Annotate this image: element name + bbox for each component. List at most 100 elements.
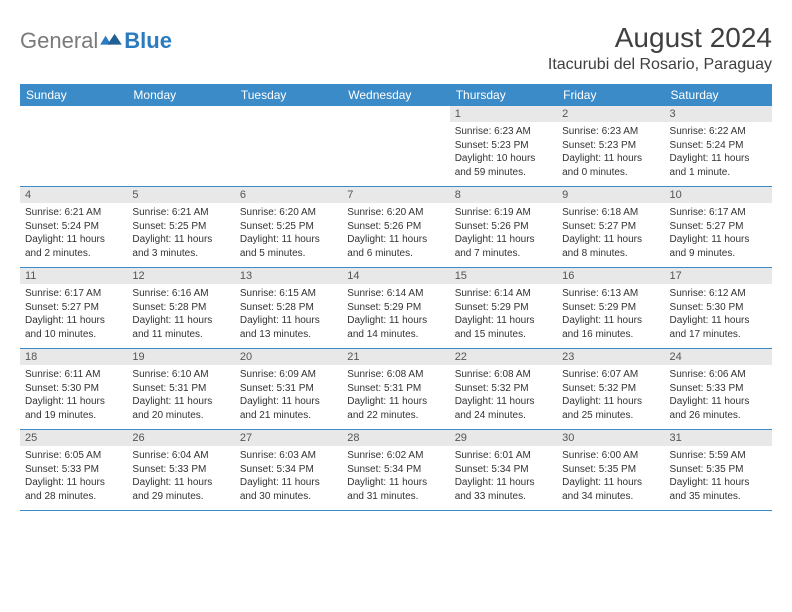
day-info: Sunrise: 6:19 AMSunset: 5:26 PMDaylight:… (450, 203, 557, 263)
sunrise-line: Sunrise: 6:23 AM (455, 125, 552, 139)
day-info: Sunrise: 6:21 AMSunset: 5:25 PMDaylight:… (127, 203, 234, 263)
daylight-line: Daylight: 11 hours and 22 minutes. (347, 395, 444, 422)
daylight-line: Daylight: 11 hours and 26 minutes. (670, 395, 767, 422)
daylight-line: Daylight: 11 hours and 25 minutes. (562, 395, 659, 422)
day-info: Sunrise: 5:59 AMSunset: 5:35 PMDaylight:… (665, 446, 772, 506)
day-info: Sunrise: 6:02 AMSunset: 5:34 PMDaylight:… (342, 446, 449, 506)
calendar-body: 1Sunrise: 6:23 AMSunset: 5:23 PMDaylight… (20, 106, 772, 511)
sunset-line: Sunset: 5:29 PM (455, 301, 552, 315)
day-cell (127, 106, 234, 186)
day-cell (20, 106, 127, 186)
day-number: 28 (342, 430, 449, 446)
month-title: August 2024 (548, 22, 772, 54)
day-cell: 30Sunrise: 6:00 AMSunset: 5:35 PMDayligh… (557, 430, 664, 510)
sunrise-line: Sunrise: 6:20 AM (240, 206, 337, 220)
calendar-week: 1Sunrise: 6:23 AMSunset: 5:23 PMDaylight… (20, 106, 772, 187)
day-number: 7 (342, 187, 449, 203)
day-cell: 3Sunrise: 6:22 AMSunset: 5:24 PMDaylight… (665, 106, 772, 186)
sunrise-line: Sunrise: 6:02 AM (347, 449, 444, 463)
day-cell: 27Sunrise: 6:03 AMSunset: 5:34 PMDayligh… (235, 430, 342, 510)
logo-text-b: Blue (124, 28, 172, 54)
daylight-line: Daylight: 11 hours and 0 minutes. (562, 152, 659, 179)
day-info: Sunrise: 6:20 AMSunset: 5:26 PMDaylight:… (342, 203, 449, 263)
day-number: 9 (557, 187, 664, 203)
sunset-line: Sunset: 5:25 PM (240, 220, 337, 234)
daylight-line: Daylight: 11 hours and 2 minutes. (25, 233, 122, 260)
weekday-header: Wednesday (342, 84, 449, 106)
sunset-line: Sunset: 5:28 PM (240, 301, 337, 315)
day-cell: 15Sunrise: 6:14 AMSunset: 5:29 PMDayligh… (450, 268, 557, 348)
sunrise-line: Sunrise: 6:19 AM (455, 206, 552, 220)
day-number: 27 (235, 430, 342, 446)
daylight-line: Daylight: 11 hours and 34 minutes. (562, 476, 659, 503)
sunrise-line: Sunrise: 6:05 AM (25, 449, 122, 463)
daylight-line: Daylight: 11 hours and 35 minutes. (670, 476, 767, 503)
day-number: 4 (20, 187, 127, 203)
location: Itacurubi del Rosario, Paraguay (548, 56, 772, 74)
daylight-line: Daylight: 11 hours and 15 minutes. (455, 314, 552, 341)
day-info: Sunrise: 6:12 AMSunset: 5:30 PMDaylight:… (665, 284, 772, 344)
day-number: 30 (557, 430, 664, 446)
daylight-line: Daylight: 11 hours and 17 minutes. (670, 314, 767, 341)
day-number: 11 (20, 268, 127, 284)
weekday-header: Friday (557, 84, 664, 106)
sunrise-line: Sunrise: 6:15 AM (240, 287, 337, 301)
daylight-line: Daylight: 11 hours and 3 minutes. (132, 233, 229, 260)
day-number: 24 (665, 349, 772, 365)
sunrise-line: Sunrise: 6:18 AM (562, 206, 659, 220)
sunrise-line: Sunrise: 5:59 AM (670, 449, 767, 463)
daylight-line: Daylight: 11 hours and 28 minutes. (25, 476, 122, 503)
day-info: Sunrise: 6:14 AMSunset: 5:29 PMDaylight:… (450, 284, 557, 344)
day-number: 15 (450, 268, 557, 284)
weekday-header: Monday (127, 84, 234, 106)
day-cell: 20Sunrise: 6:09 AMSunset: 5:31 PMDayligh… (235, 349, 342, 429)
daylight-line: Daylight: 11 hours and 33 minutes. (455, 476, 552, 503)
daylight-line: Daylight: 11 hours and 20 minutes. (132, 395, 229, 422)
sunset-line: Sunset: 5:35 PM (562, 463, 659, 477)
daylight-line: Daylight: 11 hours and 29 minutes. (132, 476, 229, 503)
daylight-line: Daylight: 10 hours and 59 minutes. (455, 152, 552, 179)
day-cell: 23Sunrise: 6:07 AMSunset: 5:32 PMDayligh… (557, 349, 664, 429)
empty-day (20, 106, 127, 122)
day-cell: 26Sunrise: 6:04 AMSunset: 5:33 PMDayligh… (127, 430, 234, 510)
day-cell: 10Sunrise: 6:17 AMSunset: 5:27 PMDayligh… (665, 187, 772, 267)
sunset-line: Sunset: 5:33 PM (670, 382, 767, 396)
day-info: Sunrise: 6:23 AMSunset: 5:23 PMDaylight:… (450, 122, 557, 182)
day-info: Sunrise: 6:07 AMSunset: 5:32 PMDaylight:… (557, 365, 664, 425)
sunset-line: Sunset: 5:32 PM (562, 382, 659, 396)
day-info: Sunrise: 6:23 AMSunset: 5:23 PMDaylight:… (557, 122, 664, 182)
logo-flag-icon (100, 32, 122, 50)
weekday-header-row: SundayMondayTuesdayWednesdayThursdayFrid… (20, 84, 772, 106)
day-number: 12 (127, 268, 234, 284)
day-number: 23 (557, 349, 664, 365)
day-number: 2 (557, 106, 664, 122)
day-info: Sunrise: 6:16 AMSunset: 5:28 PMDaylight:… (127, 284, 234, 344)
day-number: 5 (127, 187, 234, 203)
day-number: 14 (342, 268, 449, 284)
sunrise-line: Sunrise: 6:08 AM (455, 368, 552, 382)
day-cell: 17Sunrise: 6:12 AMSunset: 5:30 PMDayligh… (665, 268, 772, 348)
day-number: 3 (665, 106, 772, 122)
day-cell (342, 106, 449, 186)
day-info: Sunrise: 6:17 AMSunset: 5:27 PMDaylight:… (20, 284, 127, 344)
empty-day (342, 106, 449, 122)
day-number: 29 (450, 430, 557, 446)
day-number: 1 (450, 106, 557, 122)
weekday-header: Saturday (665, 84, 772, 106)
sunrise-line: Sunrise: 6:20 AM (347, 206, 444, 220)
day-info: Sunrise: 6:15 AMSunset: 5:28 PMDaylight:… (235, 284, 342, 344)
daylight-line: Daylight: 11 hours and 10 minutes. (25, 314, 122, 341)
day-number: 10 (665, 187, 772, 203)
sunset-line: Sunset: 5:34 PM (347, 463, 444, 477)
daylight-line: Daylight: 11 hours and 9 minutes. (670, 233, 767, 260)
sunset-line: Sunset: 5:26 PM (347, 220, 444, 234)
day-cell: 18Sunrise: 6:11 AMSunset: 5:30 PMDayligh… (20, 349, 127, 429)
sunset-line: Sunset: 5:30 PM (25, 382, 122, 396)
sunrise-line: Sunrise: 6:22 AM (670, 125, 767, 139)
day-number: 31 (665, 430, 772, 446)
day-number: 20 (235, 349, 342, 365)
day-cell: 19Sunrise: 6:10 AMSunset: 5:31 PMDayligh… (127, 349, 234, 429)
day-cell: 2Sunrise: 6:23 AMSunset: 5:23 PMDaylight… (557, 106, 664, 186)
day-info: Sunrise: 6:20 AMSunset: 5:25 PMDaylight:… (235, 203, 342, 263)
sunrise-line: Sunrise: 6:11 AM (25, 368, 122, 382)
